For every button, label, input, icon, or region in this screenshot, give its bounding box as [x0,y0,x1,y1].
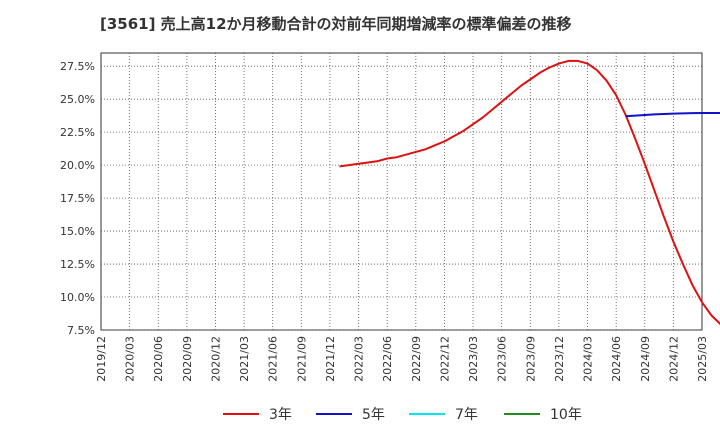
x-tick-label: 2020/06 [152,336,165,382]
x-tick-label: 2024/06 [610,336,623,382]
legend-swatch-3y [223,413,259,415]
y-axis-tick-labels: 7.5% 10.0% 12.5% 15.0% 17.5% 20.0% 22.5% 25.0% 2… [60,60,95,337]
legend-label-3y: 3年 [269,407,292,423]
legend-swatch-10y [504,413,540,415]
y-tick-label: 25.0% [60,93,95,106]
x-tick-label: 2024/09 [639,336,652,382]
y-tick-label: 12.5% [60,258,95,271]
y-tick-label: 10.0% [60,291,95,304]
legend-item-3y: 3年 [223,402,292,426]
legend-item-5y: 5年 [316,402,385,426]
legend-label-7y: 7年 [455,407,478,423]
y-tick-label: 22.5% [60,126,95,139]
y-tick-label: 7.5% [67,324,95,337]
legend-label-10y: 10年 [550,407,582,423]
x-tick-label: 2023/06 [496,336,509,382]
x-tick-label: 2024/12 [667,336,680,382]
grid-lines [101,53,702,331]
series-line-0 [339,59,720,326]
legend-swatch-5y [316,413,352,415]
x-tick-label: 2019/12 [95,336,108,382]
x-tick-label: 2023/09 [524,336,537,382]
x-tick-label: 2023/03 [467,336,480,382]
x-tick-label: 2025/03 [696,336,709,382]
x-tick-label: 2020/09 [181,336,194,382]
x-tick-label: 2022/06 [381,336,394,382]
y-tick-label: 17.5% [60,192,95,205]
series-line-1 [625,112,720,118]
x-tick-label: 2023/12 [553,336,566,382]
chart-title: [3561] 売上高12か月移動合計の対前年同期増減率の標準偏差の推移 [100,15,572,33]
y-tick-label: 15.0% [60,225,95,238]
x-tick-label: 2022/03 [353,336,366,382]
series-lines [339,59,720,326]
x-tick-label: 2022/12 [438,336,451,382]
x-axis-tick-labels: 2019/12 2020/03 2020/06 2020/09 2020/12 2021/… [95,336,709,382]
legend: 3年 5年 7年 10年 [0,402,720,426]
y-tick-label: 27.5% [60,60,95,73]
x-tick-label: 2021/09 [295,336,308,382]
plot-area [100,52,703,331]
legend-item-10y: 10年 [504,402,582,426]
x-tick-label: 2021/03 [238,336,251,382]
x-tick-label: 2020/03 [124,336,137,382]
x-tick-label: 2024/03 [582,336,595,382]
x-tick-label: 2021/12 [324,336,337,382]
legend-label-5y: 5年 [362,407,385,423]
legend-swatch-7y [409,413,445,415]
line-chart: 7.5% 10.0% 12.5% 15.0% 17.5% 20.0% 22.5% 25.0% 2… [60,52,720,382]
x-tick-label: 2022/09 [410,336,423,382]
x-tick-label: 2021/06 [267,336,280,382]
x-tick-label: 2020/12 [209,336,222,382]
y-tick-label: 20.0% [60,159,95,172]
legend-item-7y: 7年 [409,402,478,426]
